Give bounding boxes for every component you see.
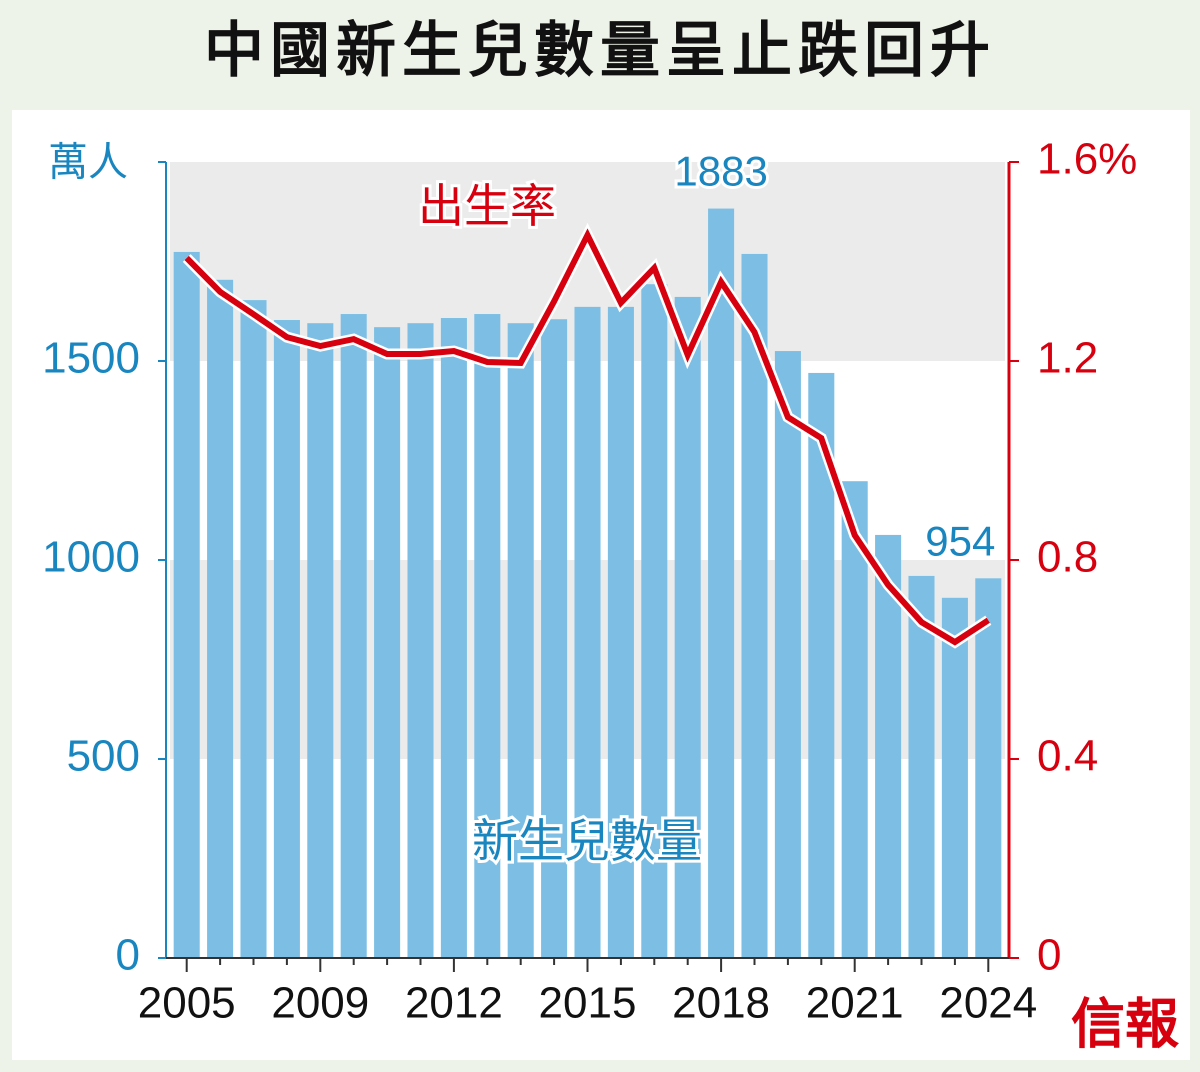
series-label: 新生兒數量 — [472, 815, 702, 867]
bar — [173, 251, 200, 958]
x-tick-label: 2005 — [138, 979, 236, 1028]
bar — [607, 306, 634, 958]
y2-tick-label: 0.8 — [1037, 533, 1098, 582]
bar — [307, 323, 334, 958]
bar — [374, 327, 401, 958]
bar — [273, 320, 300, 959]
y2-tick-label: 0.4 — [1037, 732, 1098, 781]
bar — [975, 578, 1002, 958]
y-tick-label: 500 — [67, 732, 140, 781]
series-label: 出生率 — [418, 180, 556, 232]
bar — [674, 296, 701, 958]
line — [184, 228, 990, 646]
bar — [207, 279, 234, 959]
bar — [240, 300, 267, 959]
logo: 信報 — [1071, 994, 1179, 1054]
y-tick-label: 1500 — [42, 334, 140, 383]
data-label: 1883 — [674, 148, 767, 195]
bar — [774, 351, 801, 958]
bar — [641, 284, 668, 958]
bar — [741, 253, 768, 959]
x-tick-label: 2018 — [672, 979, 770, 1028]
y2-tick-label: 1.6% — [1037, 135, 1137, 184]
bar — [541, 319, 568, 959]
y2-tick-label: 1.2 — [1037, 334, 1098, 383]
bar — [875, 534, 902, 958]
bar — [908, 575, 935, 958]
y-tick-label: 0 — [116, 931, 140, 980]
bar — [708, 208, 735, 959]
chart-title: 中國新生兒數量呈止跌回升 — [204, 17, 996, 84]
x-tick-label: 2021 — [806, 979, 904, 1028]
x-tick-label: 2012 — [405, 979, 503, 1028]
bar — [407, 323, 434, 958]
y-tick-label: 1000 — [42, 533, 140, 582]
bar — [841, 481, 868, 958]
x-tick-label: 2009 — [271, 979, 369, 1028]
data-label: 954 — [925, 517, 995, 564]
bar — [440, 318, 467, 958]
bar — [340, 314, 367, 958]
x-tick-label: 2024 — [939, 979, 1037, 1028]
bar — [574, 306, 601, 958]
bar — [474, 314, 501, 958]
y-axis-unit: 萬人 — [48, 141, 128, 185]
x-tick-label: 2015 — [539, 979, 637, 1028]
y2-tick-label: 0 — [1037, 931, 1061, 980]
bar — [507, 323, 534, 958]
bar — [941, 597, 968, 958]
